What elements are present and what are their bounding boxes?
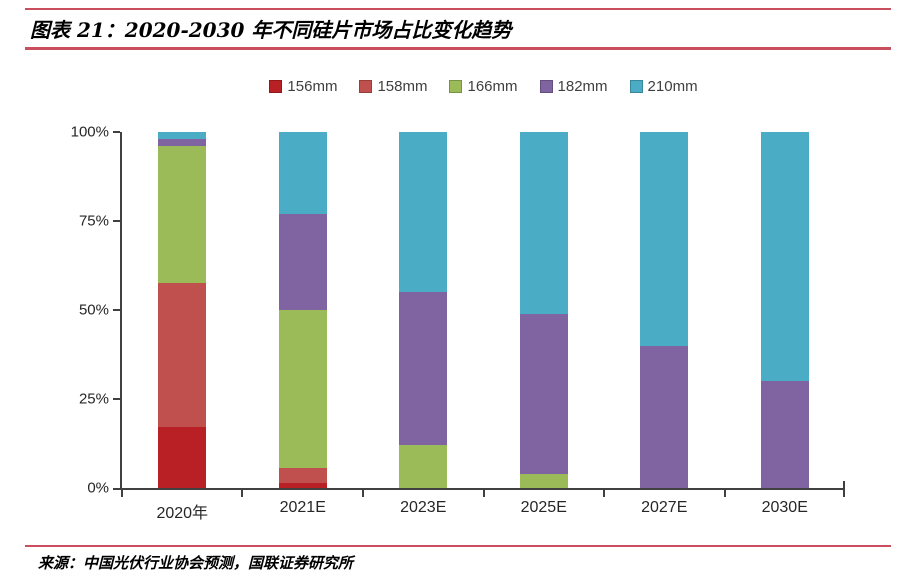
- category-slot-2021E: [243, 132, 364, 488]
- legend-item-210mm: 210mm: [629, 78, 698, 95]
- category-slot-2020年: [122, 132, 243, 488]
- x-axis-label: 2023E: [400, 499, 447, 516]
- bar-segment-2021E-158mm: [278, 468, 327, 483]
- bar-segment-2021E-210mm: [278, 132, 327, 214]
- bottom-divider-line: [25, 545, 891, 547]
- legend-item-166mm: 166mm: [449, 78, 518, 95]
- chart-legend: 156mm 158mm 166mm 182mm 210mm: [122, 78, 845, 95]
- category-slot-2023E: [363, 132, 484, 488]
- legend-label: 158mm: [377, 78, 428, 95]
- bar-segment-2021E-166mm: [278, 310, 327, 469]
- legend-swatch-icon: [359, 80, 373, 93]
- y-axis-tick-label: 75%: [78, 212, 109, 230]
- bar-segment-2023E-182mm: [399, 292, 448, 446]
- category-slot-2027E: [604, 132, 725, 488]
- x-axis-label: 2030E: [761, 499, 808, 516]
- legend-swatch-icon: [269, 80, 283, 93]
- bar-segment-2020年-166mm: [158, 146, 207, 284]
- stacked-bar-2027E: [640, 132, 689, 488]
- bar-segment-2025E-182mm: [519, 313, 568, 474]
- bars-container: [122, 132, 845, 488]
- y-axis-tick-label: 100%: [70, 123, 109, 141]
- x-axis-label: 2021E: [279, 499, 326, 516]
- x-axis-tick: [361, 490, 364, 497]
- legend-label: 156mm: [287, 78, 338, 95]
- plot-area: 2020年 2021E 2023E 2025E 2027E 2030E 0% 25% 50% 7…: [71, 124, 845, 522]
- stacked-bar-2030E: [760, 132, 809, 488]
- x-axis-tick: [241, 490, 244, 497]
- category-slot-2025E: [484, 132, 605, 488]
- y-axis-tick: [113, 309, 120, 311]
- title-underline: [25, 47, 891, 50]
- chart-title: 图表 21：2020-2030 年不同硅片市场占比变化趋势: [30, 18, 512, 42]
- legend-swatch-icon: [539, 80, 553, 93]
- y-axis-tick: [113, 131, 120, 133]
- bar-segment-2030E-182mm: [760, 381, 809, 488]
- x-axis-tick: [723, 490, 726, 497]
- bar-segment-2021E-156mm: [278, 482, 327, 488]
- y-axis-tick-label: 25%: [78, 390, 109, 408]
- x-axis-tick: [602, 490, 605, 497]
- x-axis-label: 2025E: [520, 499, 567, 516]
- stacked-bar-2023E: [399, 132, 448, 488]
- legend-item-156mm: 156mm: [269, 78, 337, 95]
- bar-segment-2027E-182mm: [640, 345, 689, 488]
- bar-segment-2025E-166mm: [519, 473, 568, 488]
- legend-item-182mm: 182mm: [539, 78, 608, 95]
- x-axis-label: 2020年: [156, 505, 209, 522]
- y-axis-tick-label: 50%: [78, 301, 109, 319]
- category-slot-2030E: [725, 132, 846, 488]
- y-axis-tick-label: 0%: [87, 479, 109, 497]
- legend-swatch-icon: [449, 80, 463, 93]
- legend-item-158mm: 158mm: [359, 78, 427, 95]
- bar-segment-2021E-182mm: [278, 213, 327, 311]
- stacked-bar-2021E: [278, 132, 327, 488]
- y-axis-tick: [113, 220, 120, 222]
- y-axis-tick: [113, 398, 120, 400]
- stacked-bar-2025E: [519, 132, 568, 488]
- bar-segment-2020年-156mm: [158, 427, 207, 488]
- source-note: 来源：中国光伏行业协会预测，国联证券研究所: [38, 554, 354, 572]
- y-axis-tick: [113, 488, 120, 490]
- bar-segment-2020年-182mm: [158, 139, 207, 147]
- x-axis-line: [120, 488, 845, 490]
- y-axis-line: [120, 132, 122, 490]
- bar-segment-2030E-210mm: [760, 132, 809, 382]
- x-axis-tick: [843, 490, 845, 497]
- legend-label: 182mm: [557, 78, 608, 95]
- bar-segment-2025E-210mm: [519, 132, 568, 314]
- legend-label: 166mm: [467, 78, 518, 95]
- stacked-bar-2020年: [158, 132, 207, 488]
- x-axis-end-tick: [843, 481, 845, 488]
- x-axis-label: 2027E: [641, 499, 688, 516]
- bar-segment-2020年-210mm: [158, 132, 207, 140]
- bar-segment-2023E-166mm: [399, 445, 448, 488]
- x-axis-labels: 2020年 2021E 2023E 2025E 2027E 2030E: [122, 499, 845, 523]
- legend-swatch-icon: [629, 80, 643, 93]
- x-axis-tick: [482, 490, 485, 497]
- top-divider-line: [25, 8, 891, 10]
- bar-segment-2027E-210mm: [640, 132, 689, 346]
- x-axis-tick: [121, 490, 123, 497]
- bar-segment-2020年-158mm: [158, 283, 207, 428]
- legend-label: 210mm: [647, 78, 698, 95]
- bar-segment-2023E-210mm: [399, 132, 448, 293]
